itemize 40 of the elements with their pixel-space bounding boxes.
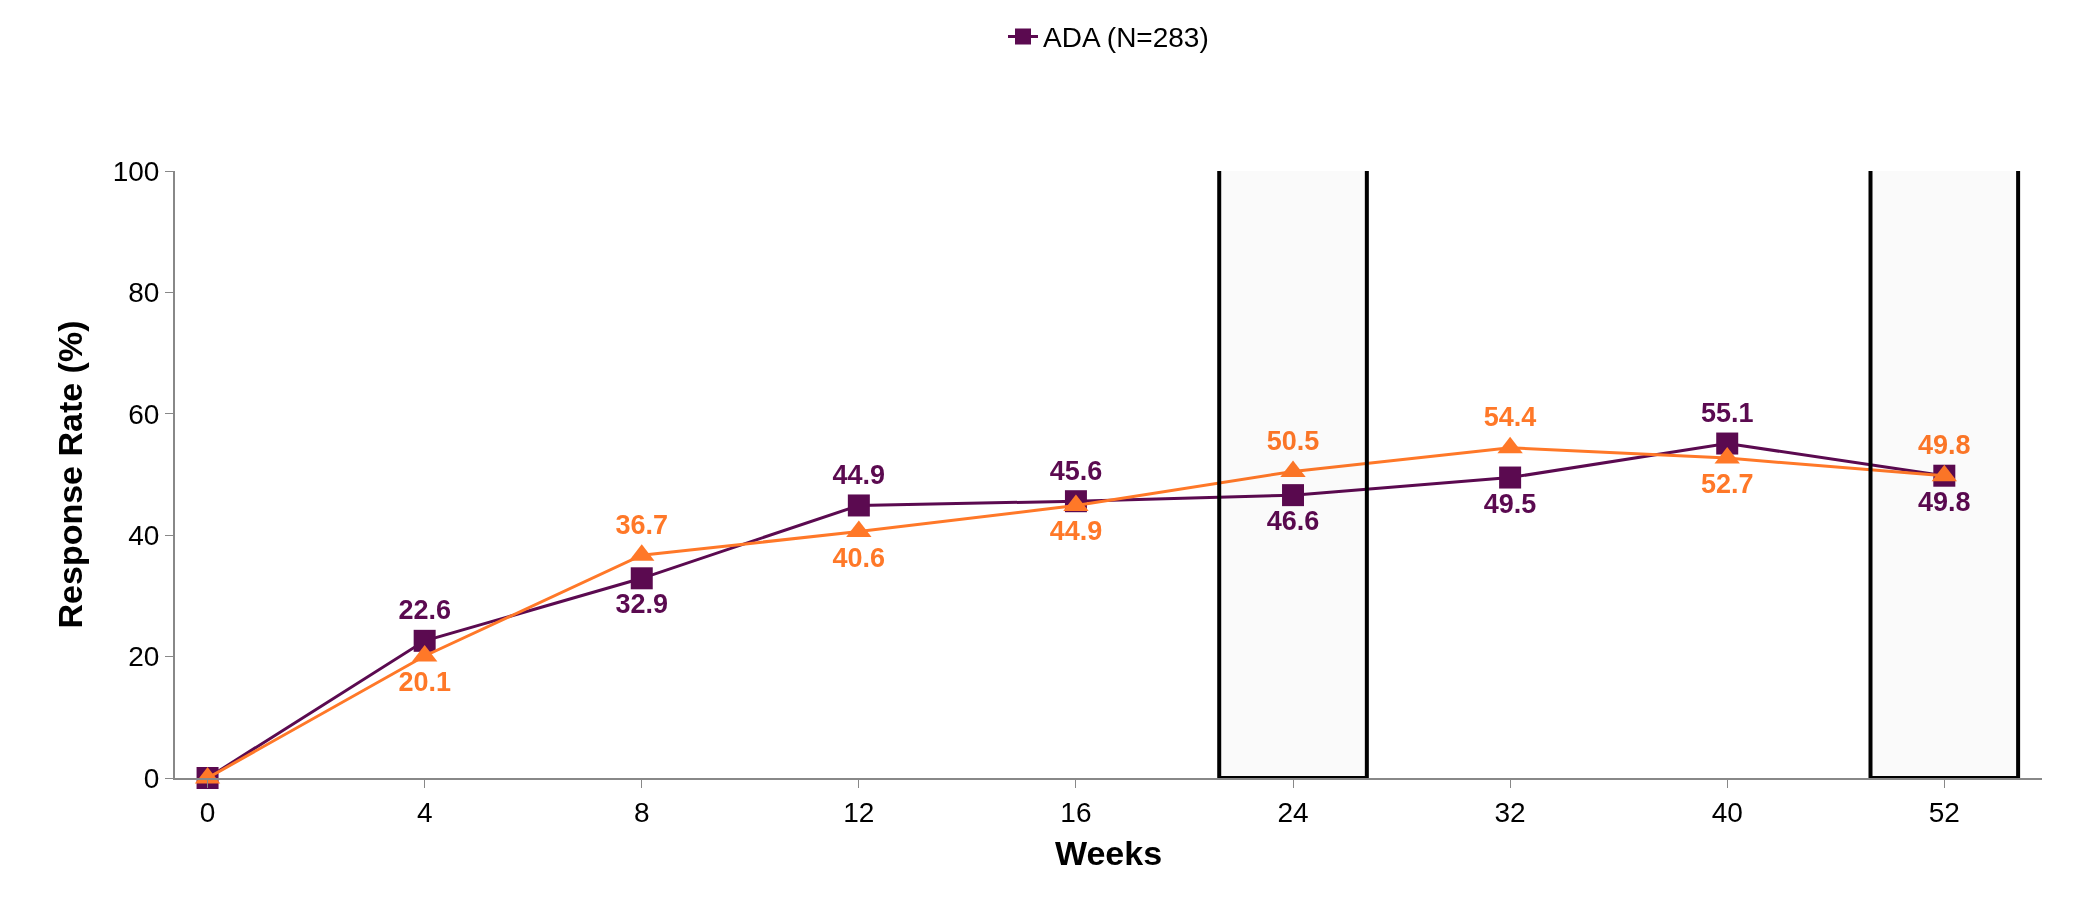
x-tick-label: 16: [1060, 796, 1092, 828]
data-label: 55.1: [1700, 398, 1754, 429]
y-tick-label: 100: [112, 155, 160, 187]
data-label: 40.6: [832, 542, 886, 573]
point: [630, 567, 653, 590]
x-tick-label: 4: [416, 796, 433, 828]
data-label: 20.1: [398, 666, 451, 697]
legend-label: ADA (N=283): [1043, 22, 1209, 54]
x-tick-label: 0: [199, 796, 216, 828]
data-label: 50.5: [1266, 425, 1320, 456]
y-tick-label: 80: [128, 277, 160, 309]
data-label: 22.6: [398, 595, 451, 626]
y-tick-label: 40: [128, 520, 160, 551]
data-label: 49.5: [1483, 488, 1537, 519]
point: [1716, 432, 1739, 455]
x-axis-title: Weeks: [1054, 834, 1163, 873]
data-label: 44.9: [832, 459, 886, 490]
point: [847, 494, 870, 517]
y-tick-label: 0: [143, 762, 160, 794]
data-label: 44.9: [1049, 516, 1103, 547]
x-tick-label: 40: [1711, 796, 1743, 828]
point: [1282, 484, 1305, 507]
y-tick-label: 60: [128, 398, 160, 430]
x-tick-label: 12: [843, 796, 875, 828]
point: [1499, 466, 1522, 489]
y-axis-title: Response Rate (%): [50, 320, 89, 629]
x-tick-label: 8: [633, 796, 650, 828]
data-label: 49.8: [1918, 430, 1971, 461]
x-tick-label: 52: [1928, 796, 1960, 828]
data-label: 36.7: [615, 509, 669, 540]
data-label: 32.9: [615, 589, 669, 620]
data-label: 52.7: [1700, 469, 1754, 500]
data-label: 49.8: [1918, 486, 1971, 517]
y-tick-label: 20: [128, 641, 160, 673]
x-tick-label: 32: [1494, 796, 1526, 828]
x-tick-label: 24: [1277, 796, 1309, 828]
data-label: 46.6: [1266, 506, 1320, 537]
data-label: 54.4: [1483, 402, 1537, 433]
point: [413, 629, 436, 652]
data-label: 45.6: [1049, 455, 1103, 486]
